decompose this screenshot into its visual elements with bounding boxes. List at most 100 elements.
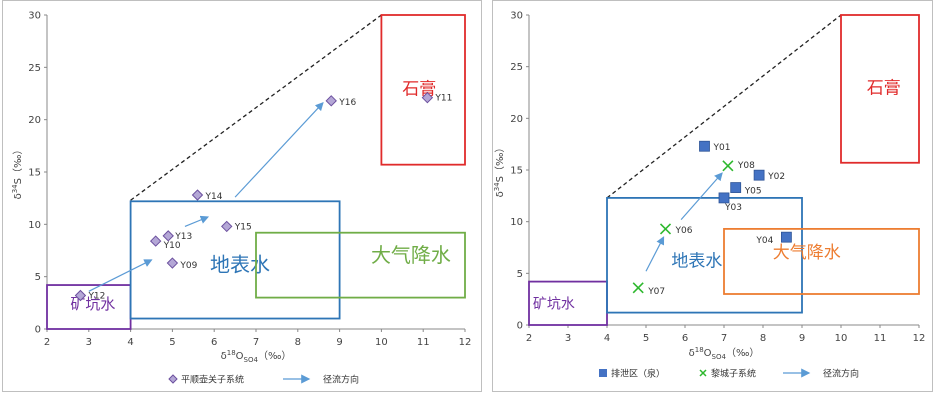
data-point-label: Y09 [179,261,197,271]
data-point-label: Y07 [647,287,665,297]
data-point-diamond [162,230,174,242]
flow-direction-arrow [88,259,153,292]
y-tick-label: 25 [28,63,41,74]
data-point-diamond [74,289,87,302]
legend-label: 径流方向 [323,374,359,386]
x-marker-stroke [632,282,644,294]
data-point-square [780,231,792,243]
y-tick-label: 20 [510,114,523,125]
chart-panel-right: 2 3 4 5 6 7 8 9 10 11 12 0 5 10 15 20 25 30 矿坑水 地表水 大气降水 石膏 Y0… [492,0,933,392]
data-point-x [659,223,672,235]
data-point-x [722,160,734,172]
data-point-label: Y11 [434,94,452,104]
region-label: 矿坑水 [533,297,575,313]
data-point-x [632,282,644,294]
chart-right-svg: 2 3 4 5 6 7 8 9 10 11 12 0 5 10 15 20 25 30 矿坑水 地表水 大气降水 石膏 Y0… [493,11,926,380]
legend-label: 排泄区（泉） [611,368,665,380]
data-point-square [699,140,710,152]
x-tick-label: 4 [604,333,610,344]
data-point-diamond [149,235,162,247]
region-label: 大气降水 [371,243,451,267]
data-point-label: Y02 [767,172,785,182]
region-label: 地表水 [210,253,270,277]
x-tick-label: 6 [682,333,688,344]
flow-direction-arrow [184,215,210,227]
x-tick-label: 12 [913,333,926,344]
y-tick-label: 10 [28,220,41,231]
y-tick-label: 5 [517,269,523,280]
data-point-diamond [191,189,204,201]
x-tick-label: 10 [835,333,848,344]
legend-label: 黎城子系统 [711,368,756,380]
region-box [723,227,920,295]
x-tick-label: 7 [721,333,727,344]
data-point-label: Y03 [724,203,742,213]
region-box [840,14,920,164]
y-tick-label: 30 [28,11,41,22]
region-box [380,14,466,166]
data-point-label: Y13 [174,232,192,242]
x-tick-label: 5 [169,337,175,348]
flow-direction-arrow [680,172,723,220]
y-tick-label: 5 [35,272,41,283]
data-point-label: Y15 [234,222,252,232]
y-tick-label: 25 [510,62,523,73]
data-point-label: Y04 [755,236,773,246]
x-tick-label: 2 [44,337,50,348]
x-tick-label: 12 [459,337,472,348]
data-point-label: Y06 [675,226,693,236]
reference-dashed-line [130,14,382,201]
legend-label: 平顺壶关子系统 [181,374,244,386]
flow-direction-arrow [645,236,665,272]
x-tick-label: 9 [336,337,342,348]
region-label: 地表水 [671,252,722,272]
x-tick-label: 11 [874,333,887,344]
x-tick-label: 3 [565,333,571,344]
legend-label: 径流方向 [823,368,859,380]
x-tick-label: 8 [295,337,301,348]
data-point-diamond [166,257,179,269]
data-point-label: Y05 [744,187,762,197]
region-box [129,200,341,320]
x-axis-title: δ18OSO4（‰） [221,349,292,364]
x-tick-label: 11 [417,337,430,348]
x-tick-label: 2 [526,333,532,344]
data-point-label: Y01 [713,143,731,153]
x-tick-label: 7 [253,337,259,348]
data-point-label: Y10 [163,241,181,251]
y-axis-title: δ34S（‰） [11,145,24,200]
y-tick-label: 15 [28,168,41,179]
data-point-label: Y16 [338,98,356,108]
legend-square-icon [599,369,607,377]
x-axis-title: δ18OSO4（‰） [689,346,760,361]
x-tick-label: 8 [760,333,766,344]
x-tick-label: 5 [643,333,649,344]
chart-panel-left: 2 3 4 5 6 7 8 9 10 11 12 0 5 10 15 20 25 30 矿坑水 地表水 大气降水 石膏 Y1… [2,0,482,392]
legend-x-icon [699,369,707,377]
x-tick-label: 6 [211,337,217,348]
x-tick-label: 4 [127,337,133,348]
x-marker-stroke [659,223,672,235]
y-axis-title: δ34S（‰） [493,143,506,198]
region-label: 大气降水 [773,243,841,263]
data-point-diamond [221,220,233,233]
region-box [255,231,466,299]
data-point-label: Y08 [737,161,755,171]
y-tick-label: 0 [35,325,41,336]
y-tick-label: 0 [517,321,523,332]
data-point-diamond [421,91,434,104]
y-tick-label: 20 [28,115,41,126]
region-box [606,196,803,314]
data-point-diamond [325,95,337,107]
x-tick-label: 10 [375,337,388,348]
x-marker-stroke [722,160,734,172]
y-tick-label: 10 [510,217,523,228]
x-tick-label: 9 [799,333,805,344]
data-point-label: Y14 [204,192,222,202]
y-tick-label: 30 [510,11,523,22]
flow-direction-arrow [234,102,324,198]
data-point-square [730,182,742,193]
data-point-label: Y12 [87,292,105,302]
x-tick-label: 3 [86,337,92,348]
